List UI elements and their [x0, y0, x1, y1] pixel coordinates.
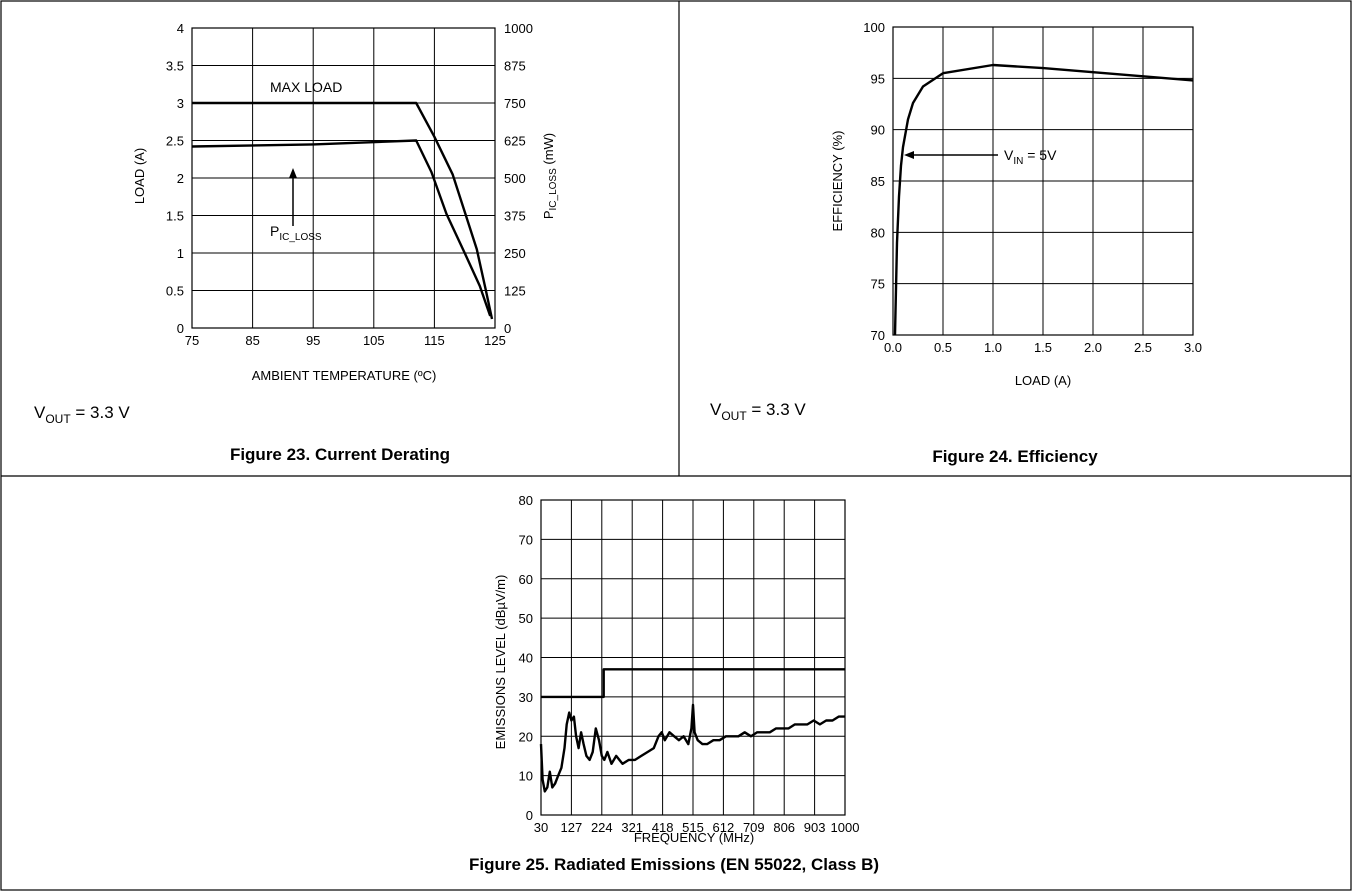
radiated-emissions-chart: 30 127 224 321 418 515 612 709 806 903 1000 0 10 20 30…	[469, 493, 879, 874]
x-axis-label: AMBIENT TEMPERATURE (ºC)	[252, 368, 437, 383]
y-axis-label: EFFICIENCY (%)	[830, 131, 845, 232]
series-line	[191, 139, 492, 317]
series-line	[539, 703, 845, 793]
x-tick-label: 95	[306, 333, 320, 348]
x-tick-label: 2.5	[1134, 340, 1152, 355]
chart-ticks: 0.0 0.5 1.0 1.5 2.0 2.5 3.0 70 75 80 85 90 95 100	[863, 20, 1202, 355]
x-tick-label: 127	[561, 820, 583, 835]
x-axis-label: LOAD (A)	[1015, 373, 1071, 388]
y2-axis-label: PIC_LOSS (mW)	[541, 133, 559, 219]
vin-arrow	[904, 151, 998, 159]
chart-grid	[191, 27, 496, 329]
x-axis-label: FREQUENCY (MHz)	[634, 830, 754, 845]
x-tick-label: 321	[621, 820, 643, 835]
y-tick-label: 1	[177, 246, 184, 261]
x-tick-label: 115	[424, 333, 445, 348]
y-tick-label: 1.5	[166, 209, 184, 224]
y-tick-label: 3.5	[166, 59, 184, 74]
y2-tick-label: 375	[504, 209, 526, 224]
chart-grid	[540, 499, 846, 816]
x-tick-label: 0.5	[934, 340, 952, 355]
y2-tick-label: 1000	[504, 21, 533, 36]
pic-loss-arrow	[289, 168, 297, 226]
series-line	[541, 668, 845, 699]
y-tick-label: 0	[526, 808, 533, 823]
y2-tick-label: 0	[504, 321, 511, 336]
y-tick-label: 30	[519, 690, 533, 705]
y-tick-label: 95	[871, 71, 885, 86]
vout-note: VOUT = 3.3 V	[710, 400, 806, 423]
max-load-label: MAX LOAD	[270, 79, 342, 95]
y-tick-label: 3	[177, 96, 184, 111]
x-tick-label: 75	[185, 333, 199, 348]
y-tick-label: 2	[177, 171, 184, 186]
x-tick-label: 2.0	[1084, 340, 1102, 355]
y-tick-label: 2.5	[166, 134, 184, 149]
y-tick-label: 0.5	[166, 284, 184, 299]
figure-caption: Figure 25. Radiated Emissions (EN 55022,…	[469, 855, 879, 874]
x-tick-label: 3.0	[1184, 340, 1202, 355]
x-tick-label: 612	[713, 820, 735, 835]
x-tick-label: 0.0	[884, 340, 902, 355]
series-line	[893, 63, 1194, 336]
x-tick-label: 85	[245, 333, 259, 348]
y2-tick-label: 875	[504, 59, 526, 74]
chart-series	[893, 63, 1194, 336]
y-tick-label: 10	[519, 769, 533, 784]
y2-tick-label: 750	[504, 96, 526, 111]
chart-ticks: 30 127 224 321 418 515 612 709 806 903 1000 0 10 20 30…	[519, 493, 860, 835]
y-tick-label: 85	[871, 174, 885, 189]
y2-tick-label: 125	[504, 284, 526, 299]
y-tick-label: 80	[871, 225, 885, 240]
figure-caption: Figure 23. Current Derating	[230, 445, 450, 464]
x-tick-label: 224	[591, 820, 613, 835]
x-tick-label: 105	[363, 333, 385, 348]
y2-tick-label: 500	[504, 171, 526, 186]
y2-tick-label: 250	[504, 246, 526, 261]
x-tick-label: 418	[652, 820, 674, 835]
y-tick-label: 75	[871, 277, 885, 292]
y-tick-label: 4	[177, 21, 184, 36]
x-tick-label: 806	[773, 820, 795, 835]
x-tick-label: 515	[682, 820, 704, 835]
y-tick-label: 20	[519, 729, 533, 744]
x-tick-label: 1.0	[984, 340, 1002, 355]
chart-series	[191, 101, 494, 320]
figure-caption: Figure 24. Efficiency	[932, 447, 1098, 466]
chart-grid	[892, 26, 1194, 336]
y-tick-label: 100	[863, 20, 885, 35]
vout-note: VOUT = 3.3 V	[34, 403, 130, 426]
efficiency-chart: 0.0 0.5 1.0 1.5 2.0 2.5 3.0 70 75 80 85 90 95 100 LOA…	[710, 20, 1202, 466]
x-tick-label: 1000	[831, 820, 860, 835]
y-tick-label: 60	[519, 572, 533, 587]
y-tick-label: 80	[519, 493, 533, 508]
y-tick-label: 0	[177, 321, 184, 336]
chart-series	[539, 668, 845, 793]
x-tick-label: 903	[804, 820, 826, 835]
y-tick-label: 70	[871, 328, 885, 343]
x-tick-label: 709	[743, 820, 765, 835]
y-tick-label: 40	[519, 651, 533, 666]
y-tick-label: 70	[519, 532, 533, 547]
y-axis-label: LOAD (A)	[132, 148, 147, 204]
y-tick-label: 50	[519, 611, 533, 626]
y-tick-label: 90	[871, 123, 885, 138]
pic-loss-label: PIC_LOSS	[270, 223, 322, 243]
vin-label: VIN = 5V	[1004, 147, 1057, 167]
x-tick-label: 30	[534, 820, 548, 835]
x-tick-label: 125	[484, 333, 506, 348]
y-axis-label: EMISSIONS LEVEL (dBµV/m)	[493, 575, 508, 750]
series-line	[192, 101, 494, 320]
x-tick-label: 1.5	[1034, 340, 1052, 355]
y2-tick-label: 625	[504, 134, 526, 149]
